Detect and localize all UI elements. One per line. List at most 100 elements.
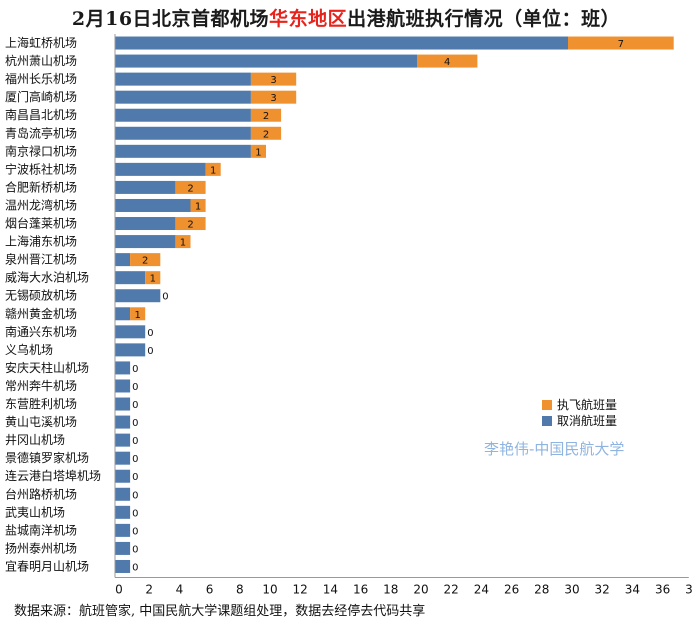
category-label: 景德镇罗家机场 xyxy=(5,450,89,465)
value-label: 3 xyxy=(270,93,276,104)
x-tick-label: 20 xyxy=(413,583,428,597)
category-label: 台州路桥机场 xyxy=(5,486,77,501)
value-label: 0 xyxy=(132,562,138,573)
bar-cancelled xyxy=(115,307,131,321)
value-label: 7 xyxy=(618,39,624,50)
value-label: 0 xyxy=(132,508,138,519)
x-tick-label: 10 xyxy=(262,583,277,597)
category-label: 南京禄口机场 xyxy=(5,143,77,158)
value-label: 1 xyxy=(210,165,216,176)
value-label: 0 xyxy=(132,382,138,393)
bar-executed xyxy=(175,217,206,231)
bar-executed xyxy=(175,180,206,194)
category-label: 无锡硕放机场 xyxy=(5,288,77,303)
legend-label-cancelled: 取消航班量 xyxy=(557,413,617,428)
category-label: 南昌昌北机场 xyxy=(5,107,77,122)
value-label: 2 xyxy=(187,183,193,194)
value-label: 0 xyxy=(132,472,138,483)
bar-executed xyxy=(250,72,297,86)
bar-cancelled xyxy=(115,162,206,176)
category-labels: 上海虹桥机场杭州萧山机场福州长乐机场厦门高崎机场南昌昌北机场青岛流亭机场南京禄口… xyxy=(5,35,101,573)
bar-cancelled xyxy=(115,54,417,68)
category-label: 黄山屯溪机场 xyxy=(5,415,77,429)
value-label: 1 xyxy=(255,147,261,158)
bar-cancelled xyxy=(115,325,146,339)
value-label: 0 xyxy=(132,454,138,465)
bar-executed xyxy=(190,198,206,212)
value-label: 0 xyxy=(132,400,138,411)
bar-executed xyxy=(205,162,221,176)
x-tick-label: 36 xyxy=(655,583,670,597)
value-label: 3 xyxy=(270,75,276,86)
x-tick-label: 18 xyxy=(383,583,398,597)
value-label: 2 xyxy=(187,220,193,231)
watermark: 李艳伟-中国民航大学 xyxy=(484,440,625,458)
category-label: 厦门高崎机场 xyxy=(5,89,77,104)
category-label: 青岛流亭机场 xyxy=(5,125,77,140)
bar-executed xyxy=(175,235,191,249)
category-label: 连云港白塔埠机场 xyxy=(5,468,101,483)
value-label: 4 xyxy=(444,57,450,68)
bar-cancelled xyxy=(115,379,131,393)
bar-executed xyxy=(250,144,266,158)
category-label: 杭州萧山机场 xyxy=(5,53,77,68)
bar-cancelled xyxy=(115,108,251,122)
category-label: 南通兴东机场 xyxy=(5,324,77,339)
value-label: 1 xyxy=(180,238,186,249)
bar-cancelled xyxy=(115,541,131,555)
category-label: 盐城南洋机场 xyxy=(5,522,77,537)
x-tick-label: 6 xyxy=(206,583,214,597)
bars xyxy=(115,36,674,573)
x-tick-label: 8 xyxy=(236,583,244,597)
bar-executed xyxy=(250,90,297,104)
legend: 执飞航班量 取消航班量 xyxy=(542,397,617,428)
x-tick-label: 2 xyxy=(145,583,153,597)
legend-swatch-executed xyxy=(542,400,552,410)
category-label: 上海虹桥机场 xyxy=(5,35,77,50)
x-tick-label: 14 xyxy=(323,583,338,597)
value-label: 2 xyxy=(263,129,269,140)
category-label: 井冈山机场 xyxy=(5,433,65,447)
x-tick-label: 22 xyxy=(444,583,459,597)
bar-cancelled xyxy=(115,433,131,447)
bar-cancelled xyxy=(115,72,251,86)
x-tick-label: 0 xyxy=(115,583,123,597)
x-axis: 02468101214161820222426283032343638 xyxy=(114,34,692,597)
bar-cancelled xyxy=(115,343,146,357)
value-label: 0 xyxy=(147,328,153,339)
category-label: 武夷山机场 xyxy=(5,504,65,519)
x-tick-label: 28 xyxy=(534,583,549,597)
bar-cancelled xyxy=(115,523,131,537)
bar-executed xyxy=(130,253,161,267)
legend-label-executed: 执飞航班量 xyxy=(557,397,617,412)
legend-swatch-cancelled xyxy=(542,416,552,426)
bar-cancelled xyxy=(115,451,131,465)
category-label: 威海大水泊机场 xyxy=(5,270,89,285)
bar-cancelled xyxy=(115,271,146,285)
category-label: 东营胜利机场 xyxy=(5,396,77,411)
x-tick-label: 4 xyxy=(176,583,184,597)
category-label: 上海浦东机场 xyxy=(5,234,77,249)
bar-cancelled xyxy=(115,198,191,212)
bar-executed xyxy=(130,307,146,321)
value-label: 2 xyxy=(142,256,148,267)
category-label: 宜春明月山机场 xyxy=(5,558,89,573)
value-label: 0 xyxy=(132,418,138,429)
bar-cancelled xyxy=(115,559,131,573)
value-label: 0 xyxy=(132,436,138,447)
bar-cancelled xyxy=(115,469,131,483)
x-tick-label: 34 xyxy=(625,583,640,597)
value-label: 2 xyxy=(263,111,269,122)
source-note: 数据来源：航班管家, 中国民航大学课题组处理，数据去经停去代码共享 xyxy=(14,604,426,619)
chart-title: 2月16日北京首都机场华东地区出港航班执行情况（单位：班） xyxy=(0,4,692,31)
category-label: 烟台蓬莱机场 xyxy=(5,216,77,231)
category-label: 赣州黄金机场 xyxy=(5,306,77,321)
category-label: 泉州晋江机场 xyxy=(5,253,77,267)
bar-cancelled xyxy=(115,36,568,50)
x-tick-label: 12 xyxy=(293,583,308,597)
x-tick-label: 32 xyxy=(595,583,610,597)
category-label: 温州龙湾机场 xyxy=(5,197,77,212)
x-tick-label: 30 xyxy=(564,583,579,597)
bar-cancelled xyxy=(115,180,176,194)
